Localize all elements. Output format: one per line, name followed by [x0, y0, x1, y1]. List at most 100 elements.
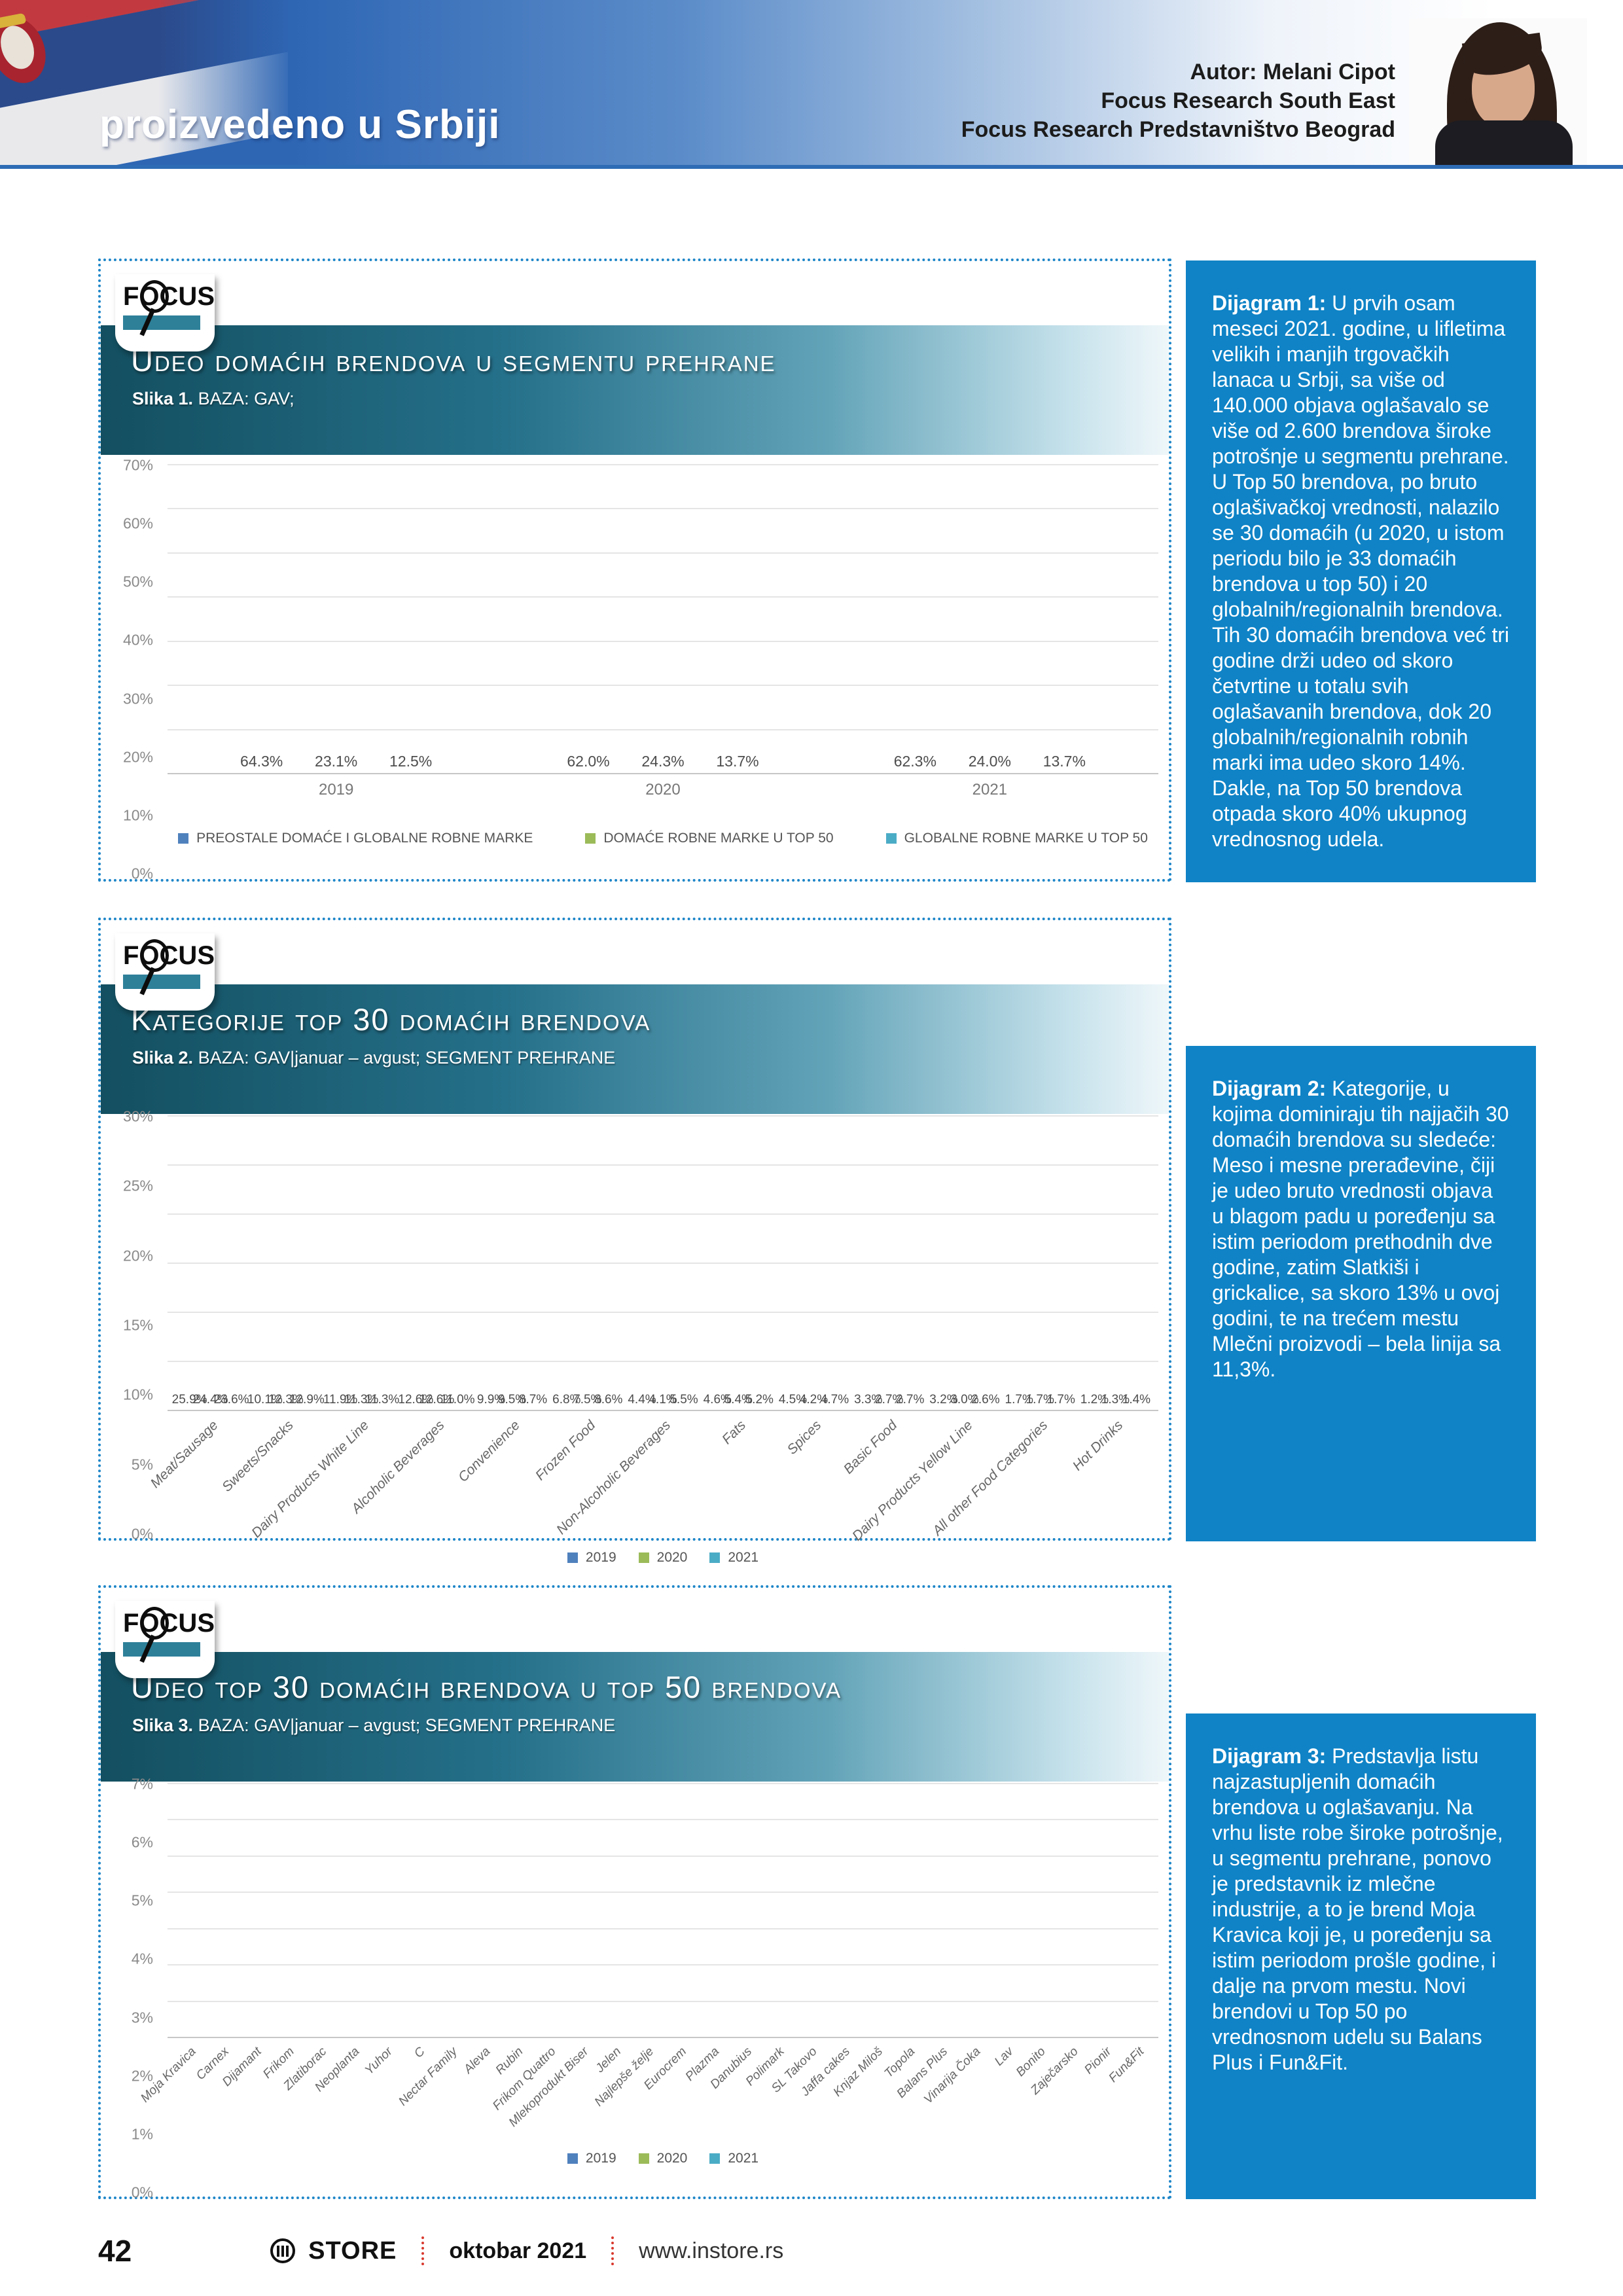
- legend-item: PREOSTALE DOMAĆE I GLOBALNE ROBNE MARKE: [178, 831, 533, 846]
- data-label: 2.6%: [971, 1393, 1000, 1407]
- y-tick-label: 1%: [131, 2125, 153, 2143]
- legend-item: DOMAĆE ROBNE MARKE U TOP 50: [585, 831, 834, 846]
- chart-2-legend: 2019 2020 2021: [168, 1550, 1158, 1566]
- author-block: Autor: Melani Cipot Focus Research South…: [961, 58, 1395, 144]
- page-header: proizvedeno u Srbiji Autor: Melani Cipot…: [0, 0, 1623, 165]
- y-tick-label: 0%: [131, 865, 153, 882]
- chart-2-banner: Kategorije top 30 domaćih brendova Slika…: [101, 984, 1169, 1114]
- sidebar-note-2: Dijagram 2: Kategorije, u kojima dominir…: [1186, 1046, 1536, 1541]
- x-tick: Sweets/Snacks: [219, 1411, 323, 1495]
- data-label: 4.1%: [649, 1393, 677, 1407]
- legend-item: 2021: [709, 2151, 758, 2166]
- gridline: [168, 1263, 1158, 1264]
- y-tick-label: 10%: [122, 1386, 153, 1403]
- gridline: [168, 1964, 1158, 1966]
- footer-brand: STORE oktobar 2021 www.instore.rs: [270, 2236, 783, 2265]
- x-tick: Dairy Products Yellow Line: [849, 1411, 1002, 1544]
- x-label: C: [411, 2045, 428, 2061]
- y-tick-label: 30%: [122, 1107, 153, 1125]
- data-label: 1.7%: [1005, 1393, 1033, 1407]
- chart-3-legend: 2019 2020 2021: [168, 2151, 1158, 2166]
- focus-logo-text: FOCUS: [123, 280, 215, 313]
- gridline: [168, 2000, 1158, 2002]
- legend-item: GLOBALNE ROBNE MARKE U TOP 50: [885, 831, 1148, 846]
- gridline: [168, 640, 1158, 642]
- gridline: [168, 596, 1158, 598]
- data-label: 64.3%: [240, 753, 283, 770]
- data-label: 4.2%: [799, 1393, 829, 1407]
- focus-logo-bar: [123, 1642, 200, 1657]
- x-label: Hot Drinks: [1070, 1418, 1126, 1474]
- gridline: [168, 1213, 1158, 1215]
- data-label: 5.5%: [669, 1393, 698, 1407]
- y-tick-label: 4%: [131, 1950, 153, 1967]
- legend-swatch: [709, 1552, 721, 1563]
- legend-item: 2020: [638, 2151, 687, 2166]
- data-label: 13.7%: [716, 753, 759, 770]
- data-label: 1.7%: [1046, 1393, 1075, 1407]
- legend-swatch: [709, 2153, 721, 2164]
- legend-swatch: [567, 1552, 578, 1563]
- issue-date: oktobar 2021: [449, 2238, 587, 2263]
- legend-item: 2020: [638, 1550, 687, 1566]
- data-label: 1.4%: [1122, 1393, 1151, 1407]
- legend-label: 2019: [585, 2151, 616, 2166]
- legend-swatch: [638, 2153, 649, 2164]
- data-label: 1.3%: [1101, 1393, 1130, 1407]
- instore-logo-icon: [270, 2238, 296, 2263]
- gridline: [168, 508, 1158, 510]
- data-label: 24.4%: [192, 1393, 228, 1407]
- sidebar-note-2-text: Kategorije, u kojima dominiraju tih najj…: [1212, 1077, 1509, 1381]
- y-tick-label: 50%: [122, 573, 153, 590]
- data-label: 2.7%: [875, 1393, 904, 1407]
- sidebar-note-1-text: U prvih osam meseci 2021. godine, u lifl…: [1212, 291, 1510, 851]
- x-tick: Vinarija Čoka: [921, 2038, 990, 2109]
- author-org: Focus Research South East: [1101, 88, 1395, 113]
- sidebar-note-1-title: Dijagram 1:: [1212, 291, 1327, 315]
- data-label: 24.0%: [968, 753, 1011, 770]
- chart-2-plot: 25.9% 24.4% 23.6% 10.1% 12.3% 12.9% 11.9% 11.3%…: [168, 1115, 1158, 1411]
- chart-panel-3: FOCUS Udeo top 30 domaćih brendova u top…: [98, 1585, 1171, 2201]
- data-label: 11.9%: [323, 1393, 358, 1407]
- focus-logo-text: FOCUS: [123, 939, 215, 972]
- gridline: [168, 1410, 1158, 1411]
- chart-3-title: Udeo top 30 domaćih brendova u top 50 br…: [131, 1670, 842, 1704]
- data-label: 6.8%: [552, 1393, 581, 1407]
- x-tick: Convenience: [455, 1411, 550, 1485]
- chart-1-plot: 64.3% 23.1% 12.5% 62.0% 24.3% 13.7% 62.3% 24.0%…: [168, 464, 1158, 774]
- data-label: 4.6%: [703, 1393, 732, 1407]
- data-label: 8.7%: [518, 1393, 548, 1407]
- chart-3: 0% 1% 2% 3% 4% 5% 6% 7% Moja Kravica Carnex Dijam…: [110, 1776, 1158, 2201]
- y-tick-label: 15%: [122, 1316, 153, 1334]
- y-tick-label: 3%: [131, 2009, 153, 2026]
- header-divider: [0, 165, 1623, 169]
- y-tick-label: 0%: [131, 2183, 153, 2201]
- y-tick-label: 30%: [122, 690, 153, 708]
- legend-swatch: [885, 833, 897, 844]
- y-tick-label: 5%: [131, 1892, 153, 1909]
- chart-3-x-axis: Moja Kravica Carnex Dijamant Frikom Zlatibor…: [138, 2038, 1158, 2130]
- page-title: proizvedeno u Srbiji: [99, 102, 501, 147]
- gridline: [168, 464, 1158, 465]
- x-tick: Alcoholic Beverages: [349, 1411, 474, 1516]
- legend-item: 2021: [709, 1550, 758, 1566]
- chart-panel-2: FOCUS Kategorije top 30 domaćih brendova…: [98, 918, 1171, 1565]
- data-label: 10.1%: [247, 1393, 283, 1407]
- chart-1-y-axis: 0% 10% 20% 30% 40% 50% 60% 70%: [110, 457, 162, 882]
- focus-logo: FOCUS: [115, 933, 215, 1011]
- data-label: 12.3%: [268, 1393, 304, 1407]
- data-label: 24.3%: [641, 753, 685, 770]
- legend-swatch: [638, 1552, 649, 1563]
- sidebar-note-1: Dijagram 1: U prvih osam meseci 2021. go…: [1186, 260, 1536, 882]
- gridline: [168, 773, 1158, 774]
- focus-logo: FOCUS: [115, 1601, 215, 1678]
- data-label: 3.2%: [929, 1393, 958, 1407]
- chart-2: 25.9% 24.4% 23.6% 10.1% 12.3% 12.9% 11.9% 11.3%…: [110, 1108, 1158, 1565]
- chart-2-y-axis: 0% 5% 10% 15% 20% 25% 30%: [110, 1108, 162, 1543]
- data-label: 5.2%: [745, 1393, 774, 1407]
- chart-2-x-axis: Meat/Sausage Sweets/Snacks Dairy Products …: [148, 1411, 1158, 1544]
- sidebar-note-3: Dijagram 3: Predstavlja listu najzastupl…: [1186, 1713, 1536, 2199]
- data-label: 23.6%: [213, 1393, 249, 1407]
- gridline: [168, 1361, 1158, 1363]
- author-office: Focus Research Predstavništvo Beograd: [961, 117, 1395, 142]
